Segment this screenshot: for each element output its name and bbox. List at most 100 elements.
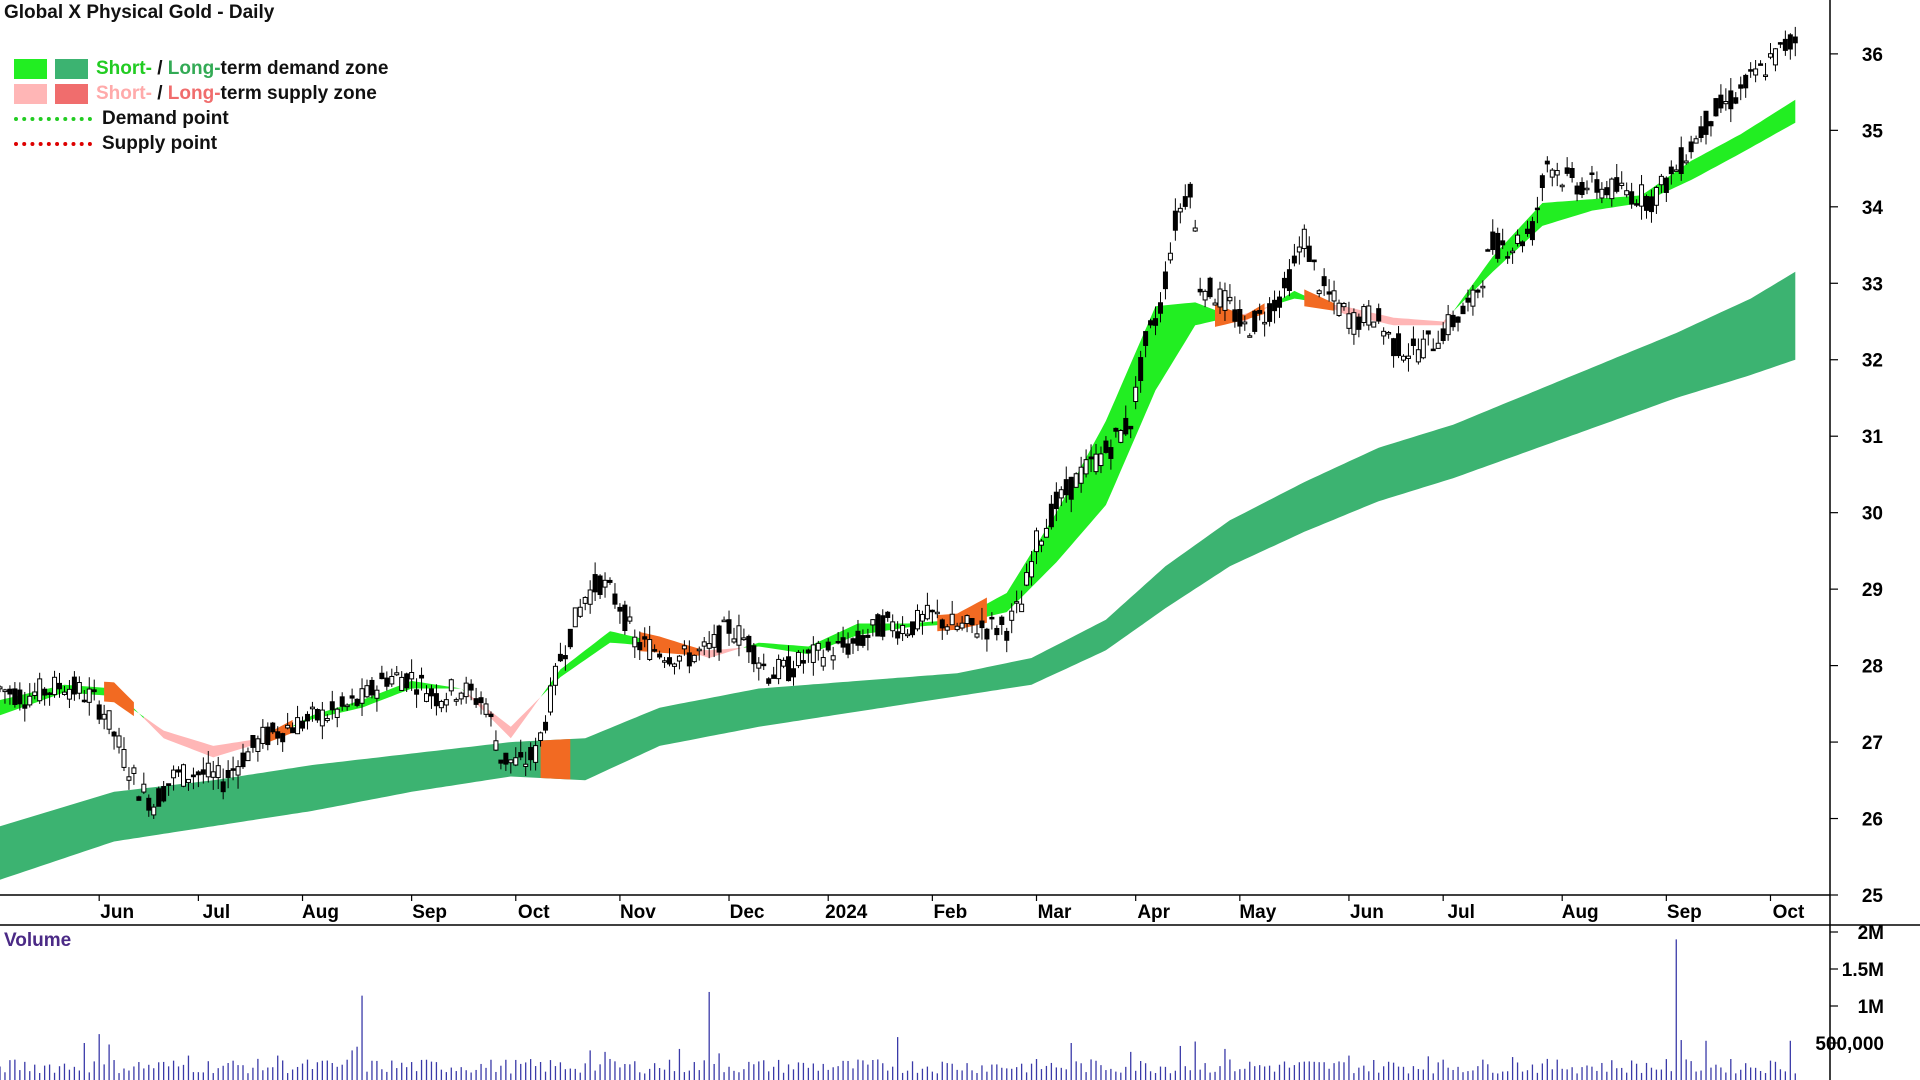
candle (300, 716, 306, 732)
candle (949, 600, 955, 626)
y-tick-label: 25 (1862, 886, 1884, 907)
candle (478, 691, 484, 715)
candle (1604, 180, 1610, 199)
candle (1108, 439, 1114, 470)
candle (855, 619, 861, 652)
candle (820, 649, 826, 671)
candle (1564, 157, 1570, 177)
candle (136, 795, 142, 801)
candle (1391, 337, 1397, 368)
candle (1713, 97, 1719, 117)
candle (776, 654, 782, 685)
candle (473, 687, 479, 708)
overlap-zone (540, 739, 571, 780)
candle (1162, 261, 1168, 300)
candle (587, 580, 593, 614)
short-term-band (1453, 99, 1796, 312)
candle (671, 662, 677, 675)
legend-slash: / (151, 57, 168, 79)
candle (538, 731, 544, 747)
candle (66, 679, 72, 709)
candle (1277, 290, 1283, 318)
candle (1663, 176, 1669, 202)
candle (1405, 343, 1411, 372)
candle (32, 682, 38, 700)
candle (1668, 160, 1674, 185)
candle (116, 727, 122, 754)
candle (488, 711, 494, 727)
candle (711, 624, 717, 658)
candle (632, 629, 638, 659)
demand-point-line (14, 116, 92, 121)
candle (726, 610, 732, 646)
supply-point-line (14, 141, 92, 146)
candle (1529, 216, 1535, 246)
candle (1703, 110, 1709, 145)
legend-demand-point: Demand point (14, 106, 388, 131)
candle (463, 676, 469, 704)
candle (1272, 290, 1278, 324)
candle (642, 627, 648, 648)
candle (845, 632, 851, 659)
candle (617, 603, 623, 624)
candle (1510, 247, 1516, 264)
candle (890, 614, 896, 638)
candle (275, 726, 281, 746)
candle (1450, 310, 1456, 331)
candle (686, 640, 692, 674)
volume-y-tick-label: 500,000 (1815, 1034, 1884, 1055)
candle (1212, 298, 1218, 306)
candle (533, 737, 539, 771)
candle (71, 671, 77, 701)
candle (954, 622, 960, 632)
candle (528, 742, 534, 771)
candle (225, 760, 231, 789)
candle (428, 684, 434, 709)
candle (1088, 444, 1094, 473)
candle (592, 562, 598, 602)
candle (498, 759, 504, 770)
x-tick-label: Jul (203, 902, 230, 923)
y-tick-label: 36 (1862, 45, 1883, 66)
legend-demand-zone-text: term demand zone (220, 57, 389, 79)
candle (295, 705, 301, 735)
candle (1172, 198, 1178, 241)
candle (17, 682, 23, 711)
candle (354, 698, 360, 708)
candle (1227, 284, 1233, 305)
candle (364, 679, 370, 698)
candle (166, 783, 172, 796)
candle (731, 627, 737, 644)
candle (61, 685, 67, 696)
candle (1257, 303, 1263, 321)
candle (384, 671, 390, 691)
x-tick-label: Mar (1038, 902, 1072, 923)
candle (657, 650, 663, 660)
candle (810, 636, 816, 676)
y-tick-label: 31 (1862, 427, 1884, 448)
candle (1113, 427, 1119, 438)
candle (433, 684, 439, 716)
candle (176, 766, 182, 777)
candle (240, 743, 246, 769)
candle (1291, 243, 1297, 267)
candle (736, 614, 742, 657)
candle (414, 678, 420, 708)
candle (1559, 183, 1565, 192)
candle (1182, 184, 1188, 210)
candle (1098, 446, 1104, 474)
candle (1480, 280, 1486, 298)
candle (1177, 203, 1183, 224)
x-tick-label: Jul (1447, 902, 1474, 923)
volume-bars (0, 939, 1796, 1080)
short-term-band (143, 716, 288, 758)
candle (334, 707, 340, 728)
candle (235, 760, 241, 789)
candle (1157, 292, 1163, 323)
candle (1286, 259, 1292, 297)
candle (751, 642, 757, 673)
candle (424, 685, 430, 703)
candle (438, 699, 444, 713)
candle (1029, 550, 1035, 586)
short-demand-swatch (14, 58, 47, 79)
